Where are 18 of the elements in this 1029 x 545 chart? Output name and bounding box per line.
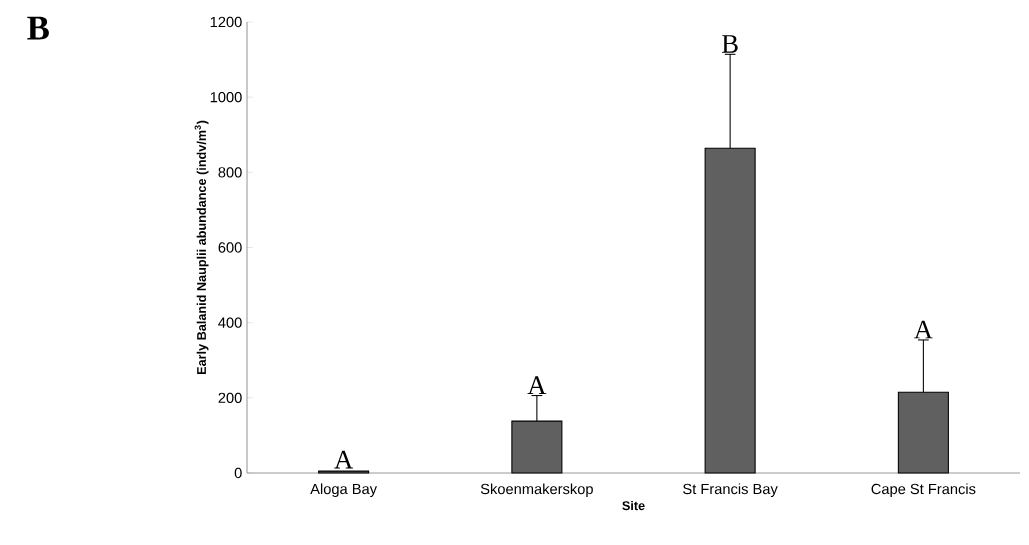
x-tick-label: St Francis Bay — [683, 483, 778, 498]
x-tick-label: Cape St Francis — [871, 483, 976, 498]
x-tick-label: Aloga Bay — [310, 483, 377, 498]
y-tick-label: 1200 — [210, 16, 242, 28]
annotation: A — [334, 450, 354, 469]
y-axis-title: Early Balanid Nauplii abundance (indv/m$^{3}$) — [194, 120, 209, 375]
y-tick-label: 800 — [218, 167, 242, 178]
y-tick-label: 1000 — [210, 91, 242, 103]
text: B — [27, 16, 49, 40]
x-tick-label: Skoenmakerskop — [480, 483, 593, 498]
y-tick-label: 600 — [218, 242, 242, 253]
y-tick-label: 400 — [218, 317, 242, 328]
y-tick-label: 0 — [234, 467, 242, 479]
annotation: B — [722, 35, 738, 53]
y-tick-label: 200 — [218, 392, 242, 404]
annotation: A — [527, 376, 547, 394]
annotation: A — [913, 320, 933, 339]
x-axis-title: Site — [622, 500, 645, 511]
